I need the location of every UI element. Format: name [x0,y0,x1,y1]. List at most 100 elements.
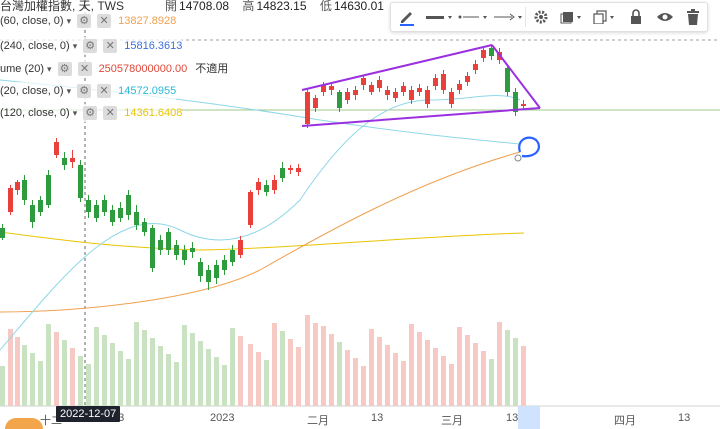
volume-bar [94,327,99,406]
triangle-right-line [491,44,541,109]
candle-body [481,50,486,58]
volume-bar [385,345,390,406]
close-icon[interactable]: ✕ [97,84,112,99]
candle-body [305,92,310,124]
candle-body [417,88,422,92]
gear-icon[interactable]: ⚙ [77,84,92,99]
volume-bar [46,324,51,406]
line-style-button[interactable] [455,3,490,31]
volume-bar [433,348,438,406]
gear-icon[interactable]: ⚙ [83,39,98,54]
gear-icon[interactable]: ⚙ [57,62,72,77]
indicator-legend[interactable]: (120, close, 0) ▾ ⚙ ✕ 14361.6408 [0,104,183,122]
indicator-legend[interactable]: (20, close, 0) ▾ ⚙ ✕ 14572.0955 [0,82,177,100]
line-color-button[interactable] [422,3,455,31]
volume-bar [505,330,510,406]
arrow-line-icon [493,13,522,21]
high-value: 14823.15 [256,0,307,13]
candle-body [62,158,67,165]
candle-body [22,180,27,200]
volume-bar [377,337,382,406]
candle-body [296,168,301,172]
volume-bar [521,346,526,406]
volume-bar [256,352,261,406]
candle-body [38,200,43,212]
close-icon[interactable]: ✕ [97,14,112,29]
symbol-title: 台灣加權指數, 天, TWS [0,0,124,12]
candle-body [174,245,179,255]
candle-body [369,85,374,92]
pencil-button[interactable] [391,3,422,31]
volume-bar [118,351,123,406]
triangle-upper-line [301,44,493,91]
close-icon[interactable]: ✕ [103,39,118,54]
volume-bar [321,326,326,406]
chevron-down-icon[interactable]: ▾ [72,108,78,118]
volume-bar [425,340,430,406]
axis-label-apr: 四月 [614,415,636,427]
moving-average-lines [0,79,525,351]
ma-120-line [0,231,525,251]
time-axis[interactable]: 十二 13 2023 二月 13 三月 13 四月 13 [0,406,720,429]
candle-body [256,182,261,190]
candle-body [353,90,358,95]
visibility-button[interactable] [651,3,680,31]
candle-body [15,182,20,190]
candle-body [198,262,203,276]
volume-bar [190,333,195,406]
candle-body [465,76,470,82]
high-label: 高 [242,0,255,13]
volume-bar [457,327,462,406]
candle-body [385,90,390,95]
volume-bar [264,360,269,406]
indicator-name: (120, close, 0) [0,107,70,119]
line-style-icon [425,16,452,19]
low-label: 低 [319,0,332,13]
delete-button[interactable] [680,3,707,31]
volume-bar [417,332,422,406]
chevron-down-icon[interactable]: ▾ [47,64,52,74]
indicator-legend[interactable]: (60, close, 0) ▾ ⚙ ✕ 13827.8928 [0,12,177,30]
axis-label-mar: 三月 [441,415,463,427]
indicator-legend[interactable]: ume (20) ▾ ⚙ ✕ 250578000000.00 不適用 [0,60,229,78]
clone-button[interactable] [588,3,621,31]
ohlc-readout: 開 14708.08 高 14823.15 低 14630.01 [165,0,394,12]
indicator-legend[interactable]: (240, close, 0) ▾ ⚙ ✕ 15816.3613 [0,37,183,55]
gear-icon[interactable]: ⚙ [77,14,92,29]
layers-button[interactable] [555,3,588,31]
candle-body [489,48,494,56]
trash-icon [687,9,700,25]
low-value: 14630.01 [333,0,384,13]
close-icon[interactable]: ✕ [103,106,118,121]
chevron-down-icon[interactable]: ▾ [66,16,72,26]
ma-short-line [0,95,521,351]
candle-body [206,270,211,282]
gear-icon[interactable]: ⚙ [83,106,98,121]
settings-button[interactable] [526,3,555,31]
open-label: 開 [165,0,178,13]
axis-label-13c: 13 [506,412,519,424]
candle-body [473,64,478,70]
chevron-down-icon[interactable]: ▾ [72,41,78,51]
volume-bar [296,347,301,406]
candle-body [118,208,123,218]
volume-bar [142,330,147,406]
chevron-down-icon[interactable]: ▾ [66,86,72,96]
candle-body [86,200,91,212]
volume-bar [174,362,179,406]
lock-button[interactable] [621,3,650,31]
candle-body [46,175,51,205]
candle-body [345,92,350,100]
volume-bar [497,322,502,406]
indicator-value: 13827.8928 [118,15,177,27]
candle-body [409,90,414,100]
close-icon[interactable]: ✕ [77,62,92,77]
volume-bar [166,354,171,406]
open-value: 14708.08 [179,0,230,13]
volume-bar [288,339,293,406]
indicator-value: 15816.3613 [124,40,183,52]
candle-body [54,142,59,155]
symbol-header: 台灣加權指數, 天, TWS [0,0,400,12]
arrow-style-button[interactable] [490,3,525,31]
